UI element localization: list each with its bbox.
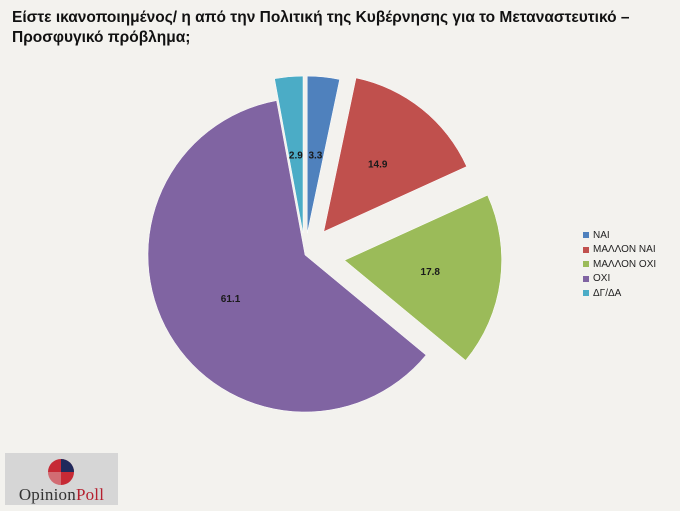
chart-title: Είστε ικανοποιημένος/ η από την Πολιτική… [12, 9, 630, 46]
pie-slice-2 [344, 194, 502, 361]
legend-swatch-4 [583, 290, 589, 297]
legend-swatch-3 [583, 275, 589, 282]
legend-label-3: ΟΧΙ [593, 273, 611, 285]
legend-item-1: ΜΑΛΛΟΝ ΝΑΙ [583, 243, 656, 258]
data-label-4: 2.9 [289, 150, 303, 161]
legend-swatch-2 [583, 261, 589, 268]
legend-label-1: ΜΑΛΛΟΝ ΝΑΙ [593, 244, 656, 256]
legend-label-4: ΔΓ/ΔΑ [593, 287, 622, 299]
legend-label-2: ΜΑΛΛΟΝ ΟΧΙ [593, 258, 657, 270]
legend-swatch-0 [583, 232, 589, 239]
data-label-2: 17.8 [421, 267, 441, 278]
legend-item-0: ΝΑΙ [583, 228, 656, 243]
logo-text: OpinionPoll [5, 485, 118, 505]
logo-circle-icon [48, 459, 74, 485]
data-label-0: 3.3 [308, 151, 322, 162]
legend-item-4: ΔΓ/ΔΑ [583, 286, 656, 301]
logo-text-accent: Poll [75, 485, 105, 504]
legend-item-3: ΟΧΙ [583, 272, 656, 287]
legend-label-0: ΝΑΙ [593, 229, 610, 241]
opinionpoll-logo: OpinionPoll [5, 453, 118, 505]
legend-swatch-1 [583, 246, 589, 253]
data-label-3: 61.1 [221, 294, 241, 305]
pie-slice-0 [307, 75, 340, 234]
data-label-1: 14.9 [368, 160, 388, 171]
logo-text-main: Opinion [18, 485, 76, 504]
pie-slice-3 [147, 100, 427, 413]
pie-slice-4 [274, 75, 304, 234]
legend: ΝΑΙ ΜΑΛΛΟΝ ΝΑΙ ΜΑΛΛΟΝ ΟΧΙ ΟΧΙ ΔΓ/ΔΑ [583, 228, 656, 301]
legend-item-2: ΜΑΛΛΟΝ ΟΧΙ [583, 257, 656, 272]
pie-slice-1 [323, 77, 467, 233]
